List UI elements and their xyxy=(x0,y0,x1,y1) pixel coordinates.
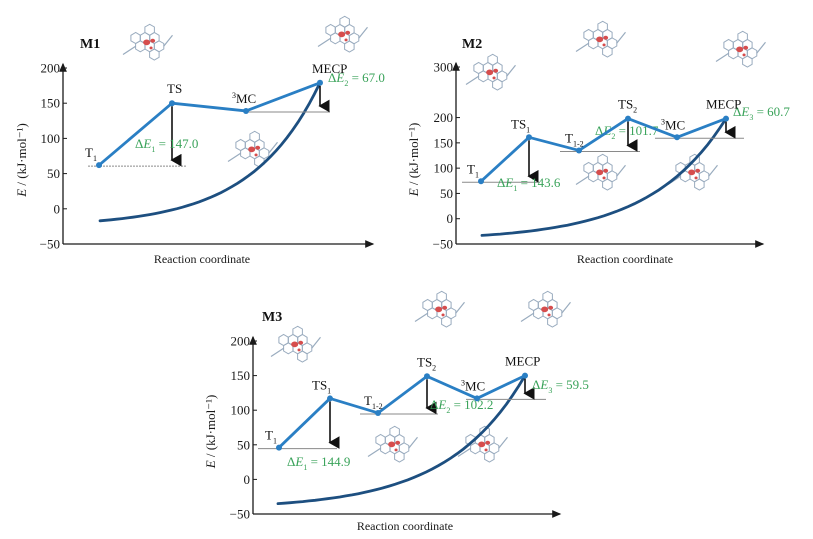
y-axis-title: E / (kJ·mol⁻¹) xyxy=(203,395,218,470)
y-tick-label: 0 xyxy=(447,211,454,226)
state-point xyxy=(526,134,532,141)
state-label: TS2 xyxy=(417,354,436,372)
y-tick-label: 50 xyxy=(47,166,60,181)
state-point xyxy=(474,395,480,402)
molecule-structure-image xyxy=(367,425,418,463)
x-axis-title: Reaction coordinate xyxy=(154,252,250,266)
x-axis-title: Reaction coordinate xyxy=(357,519,453,533)
state-label: TS1 xyxy=(511,116,530,134)
state-point xyxy=(317,79,323,86)
barrier-energy-label: ΔE2 = 67.0 xyxy=(328,70,385,88)
barrier-energy-label: ΔE3 = 60.7 xyxy=(733,104,790,122)
state-point xyxy=(625,115,631,122)
state-point xyxy=(522,372,528,379)
state-point xyxy=(576,147,582,154)
y-tick-label: 150 xyxy=(41,96,61,111)
barrier-energy-label: ΔE1 = 144.9 xyxy=(287,454,350,472)
reaction-path-line xyxy=(98,81,321,167)
barrier-energy-label: ΔE2 = 102.2 xyxy=(430,397,493,415)
molecule-structure-image xyxy=(227,130,278,168)
y-tick-label: −50 xyxy=(40,237,60,252)
state-label: MECP xyxy=(312,61,347,76)
state-label: 3MC xyxy=(232,91,256,106)
panel-m1: −50 0 50 100 150 200 E / (kJ·mol⁻¹) Reaction co… xyxy=(14,15,385,266)
y-axis-title: E / (kJ·mol⁻¹) xyxy=(406,123,421,198)
singlet-decay-curve xyxy=(276,374,527,505)
y-tick-label: 150 xyxy=(434,135,454,150)
y-tick-label: 200 xyxy=(434,110,454,125)
y-tick-label: 300 xyxy=(434,60,454,75)
y-tick-label: 200 xyxy=(41,61,61,76)
state-label: TS2 xyxy=(618,97,637,115)
state-point xyxy=(723,115,729,122)
state-label: MECP xyxy=(505,354,540,369)
singlet-decay-curve xyxy=(98,81,322,223)
state-point xyxy=(276,444,282,451)
molecule-structure-image xyxy=(575,153,626,191)
x-axis-title: Reaction coordinate xyxy=(577,252,673,266)
state-point xyxy=(478,178,484,185)
state-point xyxy=(243,107,249,114)
state-label: T1 xyxy=(265,428,277,446)
molecule-structure-image xyxy=(715,30,766,68)
y-tick-label: 50 xyxy=(440,186,453,201)
state-point xyxy=(424,373,430,380)
state-point xyxy=(327,395,333,402)
y-axis-title: E / (kJ·mol⁻¹) xyxy=(14,123,29,198)
state-label: T1 xyxy=(85,145,97,163)
panel-title: M1 xyxy=(80,37,100,52)
y-tick-label: 0 xyxy=(54,201,61,216)
state-label: MECP xyxy=(706,97,741,112)
state-point xyxy=(169,100,175,107)
state-point xyxy=(674,134,680,141)
barrier-energy-label: ΔE1 = 147.0 xyxy=(135,136,198,154)
y-tick-label: −50 xyxy=(230,507,250,522)
state-label: 3MC xyxy=(461,378,485,393)
state-label: TS1 xyxy=(312,377,331,395)
state-label: T1 xyxy=(467,161,479,179)
y-tick-label: −50 xyxy=(433,237,453,252)
reaction-path-line xyxy=(278,374,526,449)
state-label: TS xyxy=(167,81,182,96)
molecule-structure-image xyxy=(414,290,465,328)
molecule-structure-image xyxy=(465,53,516,91)
state-label: T1-2 xyxy=(364,393,383,411)
molecule-structure-image xyxy=(575,20,626,58)
molecule-structure-image xyxy=(122,23,173,61)
panel-m3: −50 0 50 100 150 200 E / (kJ·mol⁻¹) Reaction co… xyxy=(203,290,589,533)
y-tick-label: 50 xyxy=(237,437,250,452)
panel-m2: −50 0 50 100 150 200 300 E / (kJ·mol⁻¹) Reaction… xyxy=(406,20,790,266)
state-point xyxy=(375,409,381,416)
molecule-structure-image xyxy=(457,425,508,463)
reaction-path-line xyxy=(480,117,727,183)
barrier-energy-label: ΔE3 = 59.5 xyxy=(532,377,589,395)
y-tick-label: 150 xyxy=(231,368,251,383)
singlet-decay-curve xyxy=(480,117,728,237)
molecule-structure-image xyxy=(317,15,368,53)
barrier-energy-label: ΔE1 = 143.6 xyxy=(497,175,561,193)
y-tick-label: 100 xyxy=(231,403,251,418)
state-point xyxy=(96,162,102,169)
molecule-structure-image xyxy=(520,290,571,328)
molecule-structure-image xyxy=(270,325,321,363)
panel-title: M3 xyxy=(262,310,282,325)
panel-title: M2 xyxy=(462,37,482,52)
state-label: T1-2 xyxy=(565,130,584,148)
y-tick-label: 100 xyxy=(41,131,61,146)
state-label: 3MC xyxy=(661,117,685,132)
y-tick-label: 0 xyxy=(244,472,251,487)
y-tick-label: 200 xyxy=(231,334,251,349)
y-tick-label: 100 xyxy=(434,161,454,176)
